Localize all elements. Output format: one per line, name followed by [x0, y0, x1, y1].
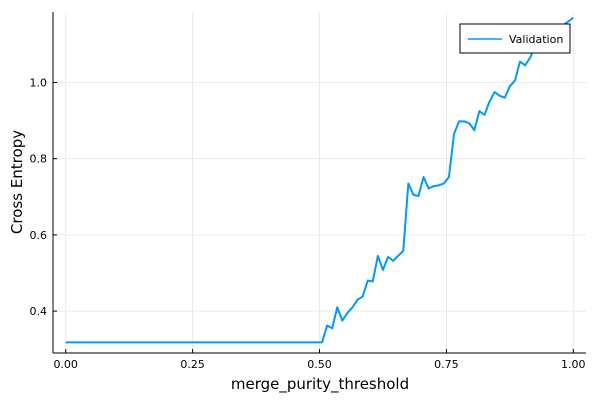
grid-lines [53, 12, 586, 353]
y-tick-label-3: 1.0 [30, 76, 48, 89]
y-axis-label: Cross Entropy [8, 130, 26, 234]
x-tick-label-1: 0.25 [180, 358, 205, 371]
plot-area [65, 16, 574, 344]
x-tick-label-0: 0.00 [53, 358, 78, 371]
series-line-validation [65, 16, 574, 344]
axes [52, 12, 586, 354]
y-tick-label-0: 0.4 [30, 305, 48, 318]
legend: Validation [459, 23, 571, 54]
x-tick-label-2: 0.50 [307, 358, 332, 371]
y-tick-label-1: 0.6 [30, 229, 48, 242]
x-tick-label-4: 1.00 [561, 358, 586, 371]
x-tick-label-3: 0.75 [434, 358, 459, 371]
legend-entry-validation: Validation [509, 33, 563, 46]
y-tick-label-2: 0.8 [30, 153, 48, 166]
x-axis-label: merge_purity_threshold [231, 375, 409, 394]
tick-labels: 0.00 0.25 0.50 0.75 1.00 0.4 0.6 0.8 1.0 [30, 76, 586, 371]
